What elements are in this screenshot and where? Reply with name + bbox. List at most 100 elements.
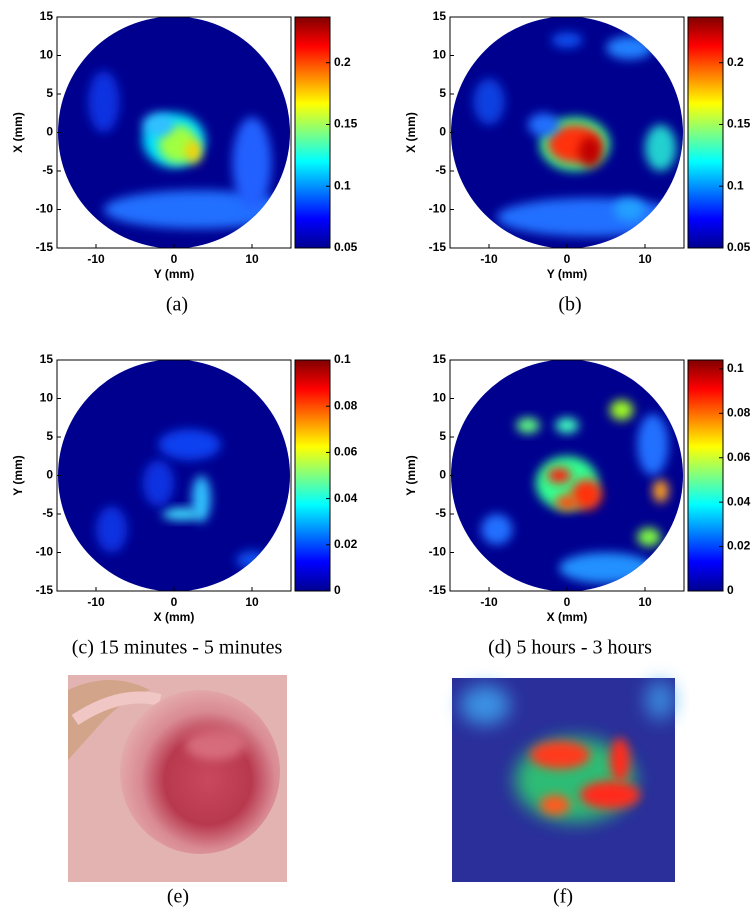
x-tick-label: 10 xyxy=(638,252,652,266)
photo-caption: (f) xyxy=(553,886,573,908)
photo-caption: (e) xyxy=(167,886,189,908)
y-tick-label: 5 xyxy=(46,429,53,443)
y-tick-label: 10 xyxy=(433,391,447,405)
colorbar-tick-label: 0 xyxy=(727,583,734,597)
colorbar-tick-label: 0.06 xyxy=(334,445,358,459)
hotspot xyxy=(551,32,583,48)
colorbar-tick-label: 0.2 xyxy=(334,55,351,69)
x-tick-label: 10 xyxy=(638,595,652,609)
hotspot xyxy=(473,78,505,125)
y-tick-label: 10 xyxy=(40,48,54,62)
x-tick-label: 10 xyxy=(245,595,259,609)
hotspot xyxy=(142,460,174,507)
y-tick-label: 5 xyxy=(46,86,53,100)
x-axis-label: Y (mm) xyxy=(547,267,587,281)
heatmap xyxy=(451,360,683,591)
hotspot xyxy=(185,140,202,164)
hotspot xyxy=(232,117,272,210)
y-tick-label: -5 xyxy=(42,163,53,177)
y-tick-label: 0 xyxy=(439,125,446,139)
hotspot xyxy=(578,136,603,168)
heatmap-panel: -10 0 10 15 10 5 0 -5 -10 -15 Y (mm) X (mm) 0.2 0.15 0… xyxy=(11,9,358,315)
x-tick-label: -10 xyxy=(87,252,105,266)
hotspot xyxy=(637,527,661,547)
y-tick-label: 0 xyxy=(46,468,53,482)
x-axis-label: X (mm) xyxy=(154,610,195,624)
hotspot xyxy=(613,197,646,222)
x-tick-label: 0 xyxy=(171,595,178,609)
hotspot xyxy=(158,429,221,461)
heatmap xyxy=(58,17,290,248)
colorbar-tick-label: 0.05 xyxy=(727,240,751,254)
x-tick-label: -10 xyxy=(87,595,105,609)
colorbar xyxy=(294,359,331,592)
colorbar xyxy=(687,16,724,249)
heatmap-panel: -10 0 10 15 10 5 0 -5 -10 -15 X (mm) Y (mm) 0.1 0.08 0… xyxy=(404,352,751,658)
colorbar xyxy=(294,16,331,249)
y-tick-label: -15 xyxy=(429,583,447,597)
x-axis-label: Y (mm) xyxy=(154,267,194,281)
y-tick-label: -10 xyxy=(429,202,447,216)
photo-f xyxy=(452,678,675,882)
hotspot xyxy=(496,197,683,237)
hotspot xyxy=(645,124,677,171)
hotspot xyxy=(606,36,653,60)
colorbar-tick-label: 0.04 xyxy=(334,491,358,505)
colorbar xyxy=(687,359,724,592)
y-axis-label: X (mm) xyxy=(404,112,418,153)
x-tick-label: 0 xyxy=(564,252,571,266)
y-tick-label: -15 xyxy=(36,583,54,597)
hotspot xyxy=(516,417,540,434)
hotspot xyxy=(559,552,653,584)
colorbar-tick-label: 0.1 xyxy=(727,361,744,375)
hotspot xyxy=(555,494,579,511)
colorbar-tick-label: 0.02 xyxy=(334,537,358,551)
x-tick-label: -10 xyxy=(480,252,498,266)
hotspot xyxy=(142,113,174,137)
y-tick-label: 5 xyxy=(439,86,446,100)
y-tick-label: 15 xyxy=(40,9,54,23)
x-axis-label: X (mm) xyxy=(547,610,588,624)
hotspot xyxy=(236,550,268,570)
y-tick-label: 15 xyxy=(433,352,447,366)
photo-e xyxy=(68,675,287,882)
panel-caption: (b) xyxy=(558,294,581,316)
panel-caption: (d) 5 hours - 3 hours xyxy=(488,637,652,659)
y-tick-label: -15 xyxy=(429,240,447,254)
y-tick-label: 15 xyxy=(40,352,54,366)
y-tick-label: -5 xyxy=(42,506,53,520)
hotspot xyxy=(570,479,603,511)
y-tick-label: -10 xyxy=(429,545,447,559)
y-tick-label: -15 xyxy=(36,240,54,254)
x-tick-label: 10 xyxy=(245,252,259,266)
x-tick-label: -10 xyxy=(480,595,498,609)
y-tick-label: 5 xyxy=(439,429,446,443)
y-tick-label: 10 xyxy=(433,48,447,62)
x-tick-label: 0 xyxy=(171,252,178,266)
hotspot xyxy=(637,413,669,476)
heatmap xyxy=(451,17,683,248)
colorbar-tick-label: 0.15 xyxy=(727,117,751,131)
colorbar-tick-label: 0.08 xyxy=(334,398,358,412)
colorbar-tick-label: 0.06 xyxy=(727,450,751,464)
heatmap-panel: -10 0 10 15 10 5 0 -5 -10 -15 Y (mm) X (mm) 0.2 0.15 0… xyxy=(404,9,751,315)
colorbar-tick-label: 0.1 xyxy=(334,178,351,192)
heatmap xyxy=(58,360,290,591)
colorbar-tick-label: 0.2 xyxy=(727,55,744,69)
y-tick-label: 15 xyxy=(433,9,447,23)
hotspot xyxy=(528,113,560,137)
x-tick-label: 0 xyxy=(564,595,571,609)
y-tick-label: 0 xyxy=(46,125,53,139)
colorbar-tick-label: 0.05 xyxy=(334,240,358,254)
hotspot xyxy=(162,507,202,521)
hotspot xyxy=(547,467,571,484)
y-axis-label: Y (mm) xyxy=(11,455,25,495)
hotspot xyxy=(481,514,513,545)
colorbar-tick-label: 0.08 xyxy=(727,405,751,419)
y-tick-label: 10 xyxy=(40,391,54,405)
panel-caption: (a) xyxy=(166,294,188,316)
hotspot xyxy=(609,400,634,421)
heatmap-panel: -10 0 10 15 10 5 0 -5 -10 -15 X (mm) Y (mm) 0.1 0.08 0… xyxy=(11,352,358,658)
